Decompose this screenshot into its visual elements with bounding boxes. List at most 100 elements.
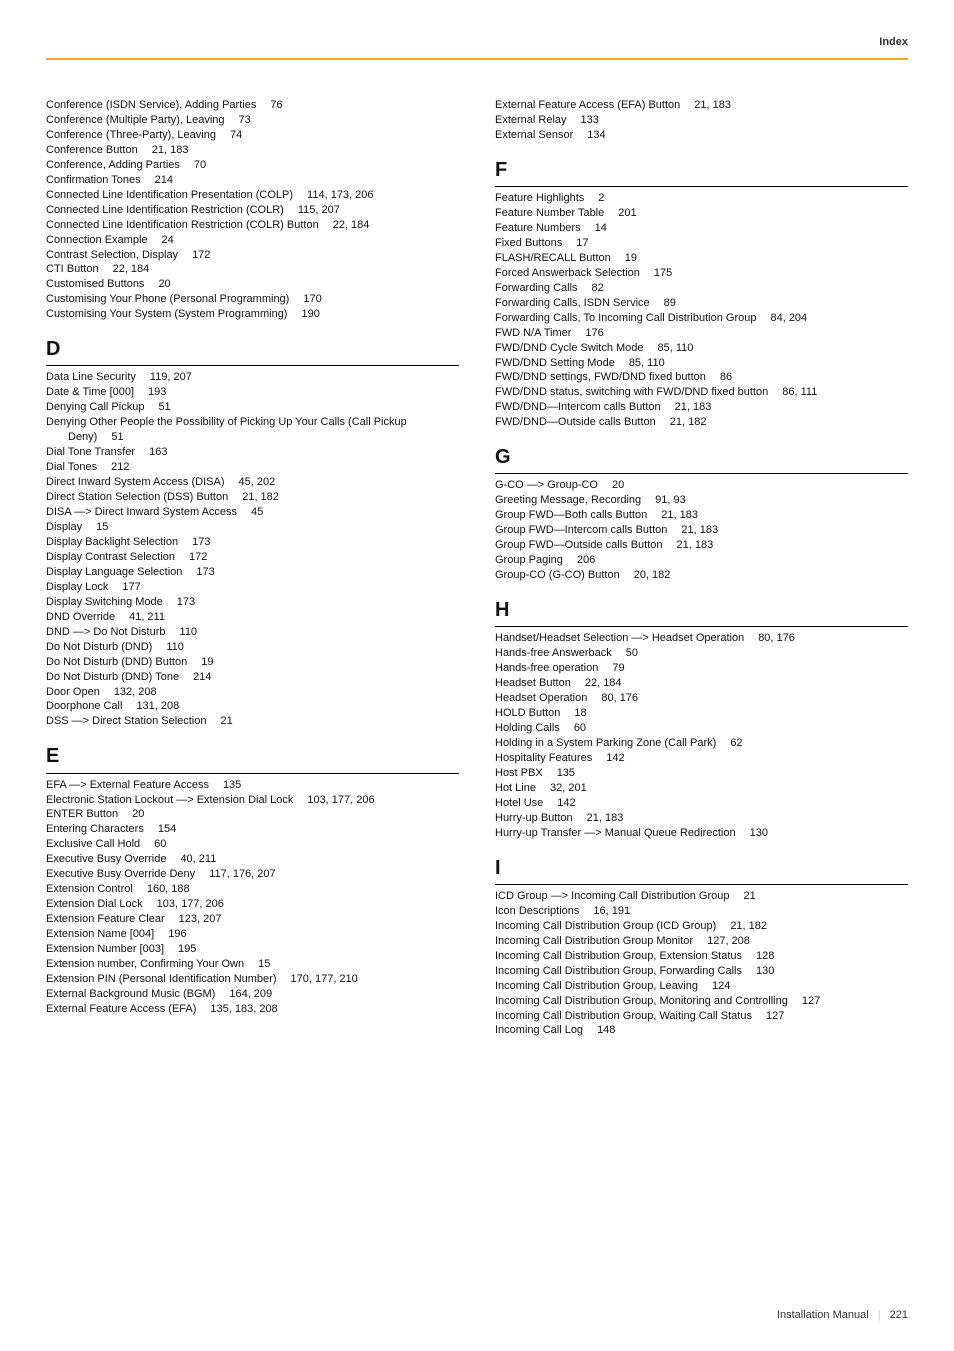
index-entry-label: Extension Control	[46, 883, 133, 895]
index-entry: Feature Highlights2	[495, 191, 908, 206]
index-entry: External Sensor134	[495, 128, 908, 143]
index-entry-pages: 127	[802, 995, 820, 1007]
index-entry-pages: 19	[625, 252, 637, 264]
index-entry: Date & Time [000]193	[46, 385, 459, 400]
index-entry-label: External Relay	[495, 114, 567, 126]
index-entry-pages: 133	[581, 114, 599, 126]
index-entry-label: Doorphone Call	[46, 700, 122, 712]
index-entry-pages: 16, 191	[593, 905, 630, 917]
index-entry: Hands-free Answerback50	[495, 646, 908, 661]
index-entry-pages: 124	[712, 980, 730, 992]
index-letter-heading: I	[495, 855, 908, 882]
index-entry-pages: 21, 182	[242, 491, 279, 503]
index-entry-label: Connected Line Identification Restrictio…	[46, 219, 319, 231]
index-entry-pages: 22, 184	[585, 677, 622, 689]
index-entry: HOLD Button 18	[495, 706, 908, 721]
footer-manual-label: Installation Manual	[777, 1309, 869, 1321]
index-entry: FWD/DND—Outside calls Button21, 182	[495, 415, 908, 430]
index-entry: DND —> Do Not Disturb110	[46, 625, 459, 640]
index-entry-label: Holding in a System Parking Zone (Call P…	[495, 737, 716, 749]
index-entry-pages: 117, 176, 207	[209, 868, 275, 880]
index-entry: Conference (Three-Party), Leaving74	[46, 128, 459, 143]
index-entry-label: Display Lock	[46, 581, 108, 593]
index-letter-rule	[495, 473, 908, 474]
index-entry: Executive Busy Override Deny 117, 176, 20…	[46, 867, 459, 882]
index-entry-pages: 51	[158, 401, 170, 413]
index-entry: Handset/Headset Selection —> Headset Ope…	[495, 631, 908, 646]
index-entry-pages: 21, 183	[681, 524, 718, 536]
index-entry: Group FWD—Intercom calls Button 21, 183	[495, 523, 908, 538]
index-entry-pages: 128	[756, 950, 774, 962]
index-entry-pages: 119, 207	[150, 371, 192, 383]
index-entry: Forced Answerback Selection175	[495, 266, 908, 281]
index-entry: Incoming Call Distribution Group (ICD Gr…	[495, 919, 908, 934]
index-entry-label: Display Switching Mode	[46, 596, 163, 608]
index-entry-label: Incoming Call Distribution Group Monitor	[495, 935, 693, 947]
index-entry-pages: 110	[180, 626, 198, 638]
index-entry-label: Group FWD—Intercom calls Button	[495, 524, 667, 536]
index-entry-label: Executive Busy Override Deny	[46, 868, 195, 880]
index-entry-pages: 76	[270, 99, 282, 111]
index-entry-label: Forwarding Calls, To Incoming Call Distr…	[495, 312, 756, 324]
index-entry: CTI Button22, 184	[46, 262, 459, 277]
index-entry-label: Exclusive Call Hold	[46, 838, 140, 850]
index-entry-label: Group-CO (G-CO) Button	[495, 569, 620, 581]
index-entry-pages: 18	[574, 707, 586, 719]
index-entry-pages: 86, 111	[782, 386, 817, 398]
index-entry-pages: 22, 184	[333, 219, 370, 231]
index-entry-pages: 40, 211	[180, 853, 216, 865]
index-entry: Connected Line Identification Restrictio…	[46, 218, 459, 233]
index-entry-pages: 21, 183	[661, 509, 698, 521]
index-entry-pages: 135, 183, 208	[210, 1003, 277, 1015]
index-entry-pages: 148	[597, 1024, 615, 1036]
index-entry-pages: 132, 208	[114, 686, 157, 698]
index-entry-pages: 206	[577, 554, 595, 566]
index-entry-label: Hotel Use	[495, 797, 543, 809]
index-entry: Entering Characters154	[46, 822, 459, 837]
index-entry-label: HOLD Button	[495, 707, 560, 719]
index-entry: Fixed Buttons17	[495, 236, 908, 251]
index-entry-pages: 21, 183	[675, 401, 712, 413]
index-entry: Greeting Message, Recording91, 93	[495, 493, 908, 508]
index-entry-pages: 142	[557, 797, 575, 809]
index-entry: Feature Number Table201	[495, 206, 908, 221]
index-entry-label: Deny)	[68, 431, 97, 443]
header-rule	[46, 58, 908, 60]
index-entry-label: FWD/DND status, switching with FWD/DND f…	[495, 386, 768, 398]
index-entry-label: Denying Other People the Possibility of …	[46, 416, 407, 428]
index-entry-label: Holding Calls	[495, 722, 560, 734]
index-entry: FWD/DND—Intercom calls Button21, 183	[495, 400, 908, 415]
index-entry-pages: 195	[178, 943, 196, 955]
index-entry-label: Display Language Selection	[46, 566, 182, 578]
index-entry: Display Contrast Selection172	[46, 550, 459, 565]
index-entry-pages: 135	[557, 767, 575, 779]
index-entry: Group FWD—Outside calls Button21, 183	[495, 538, 908, 553]
index-entry: FWD/DND Cycle Switch Mode85, 110	[495, 341, 908, 356]
index-entry-label: Contrast Selection, Display	[46, 249, 178, 261]
index-entry-label: CTI Button	[46, 263, 99, 275]
index-entry-pages: 15	[96, 521, 108, 533]
index-letter-heading: D	[46, 336, 459, 363]
index-entry-pages: 160, 188	[147, 883, 190, 895]
index-entry-pages: 21	[221, 715, 233, 727]
index-entry-pages: 131, 208	[136, 700, 179, 712]
index-entry: Conference Button21, 183	[46, 143, 459, 158]
index-entry-label: DISA —> Direct Inward System Access	[46, 506, 237, 518]
index-entry-pages: 103, 177, 206	[157, 898, 224, 910]
index-entry-pages: 20	[612, 479, 624, 491]
index-entry: Feature Numbers14	[495, 221, 908, 236]
index-entry-pages: 17	[576, 237, 588, 249]
index-entry-pages: 85, 110	[658, 342, 694, 354]
index-entry-label: Hands-free operation	[495, 662, 598, 674]
index-entry: Incoming Call Distribution Group, Extens…	[495, 949, 908, 964]
header-index-label: Index	[879, 36, 908, 48]
index-entry-pages: 201	[618, 207, 636, 219]
index-entry-label: Extension Feature Clear	[46, 913, 165, 925]
index-entry-label: External Feature Access (EFA) Button	[495, 99, 680, 111]
index-entry: FWD/DND status, switching with FWD/DND f…	[495, 385, 908, 400]
index-entry: Deny)51	[46, 430, 459, 445]
index-entry-pages: 134	[587, 129, 605, 141]
index-entry: Direct Inward System Access (DISA)45, 20…	[46, 475, 459, 490]
index-entry-label: Incoming Call Distribution Group (ICD Gr…	[495, 920, 716, 932]
index-entry-pages: 45	[251, 506, 263, 518]
